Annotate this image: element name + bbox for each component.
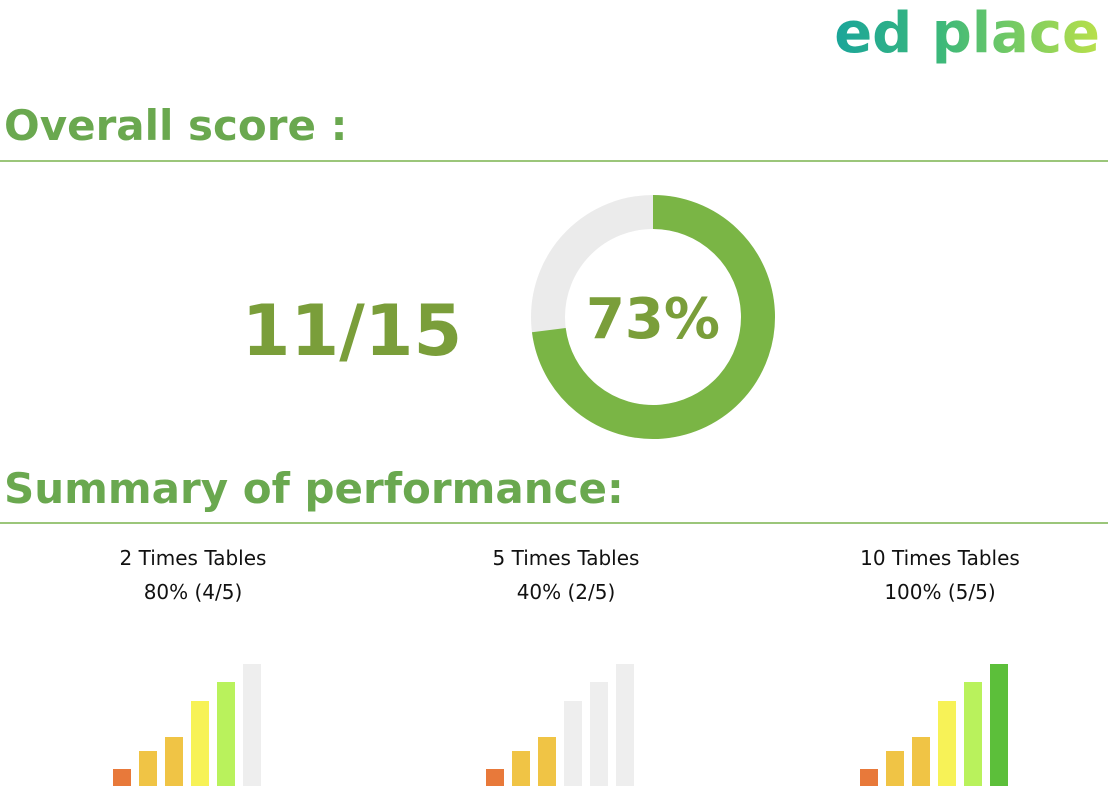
level-bar	[486, 769, 504, 786]
item-score: 80% (4/5)	[144, 580, 243, 604]
level-bar	[886, 751, 904, 786]
level-bar	[139, 751, 157, 786]
item-score: 40% (2/5)	[517, 580, 616, 604]
level-bar	[590, 682, 608, 786]
level-bar	[616, 664, 634, 786]
summary-heading: Summary of performance:	[4, 464, 624, 513]
level-bar	[512, 751, 530, 786]
donut-arc	[531, 195, 775, 439]
item-score: 100% (5/5)	[884, 580, 995, 604]
level-bar	[165, 737, 183, 786]
level-bar	[860, 769, 878, 786]
level-bar	[191, 701, 209, 786]
summary-items: 2 Times Tables 80% (4/5) 5 Times Tables 40%…	[113, 546, 1020, 786]
level-bar	[538, 737, 556, 786]
level-bar	[964, 682, 982, 786]
score-text: 11/15	[242, 290, 462, 372]
level-bar	[938, 701, 956, 786]
level-bar	[912, 737, 930, 786]
level-bar	[243, 664, 261, 786]
item-title: 5 Times Tables	[493, 546, 640, 570]
overall-heading: Overall score :	[4, 101, 347, 150]
logo: ed place	[834, 1, 1100, 66]
item-title: 10 Times Tables	[860, 546, 1020, 570]
level-bar	[564, 701, 582, 786]
percent-label: 73%	[586, 287, 720, 352]
item-title: 2 Times Tables	[120, 546, 267, 570]
level-bar	[990, 664, 1008, 786]
level-bar	[113, 769, 131, 786]
level-bar	[217, 682, 235, 786]
